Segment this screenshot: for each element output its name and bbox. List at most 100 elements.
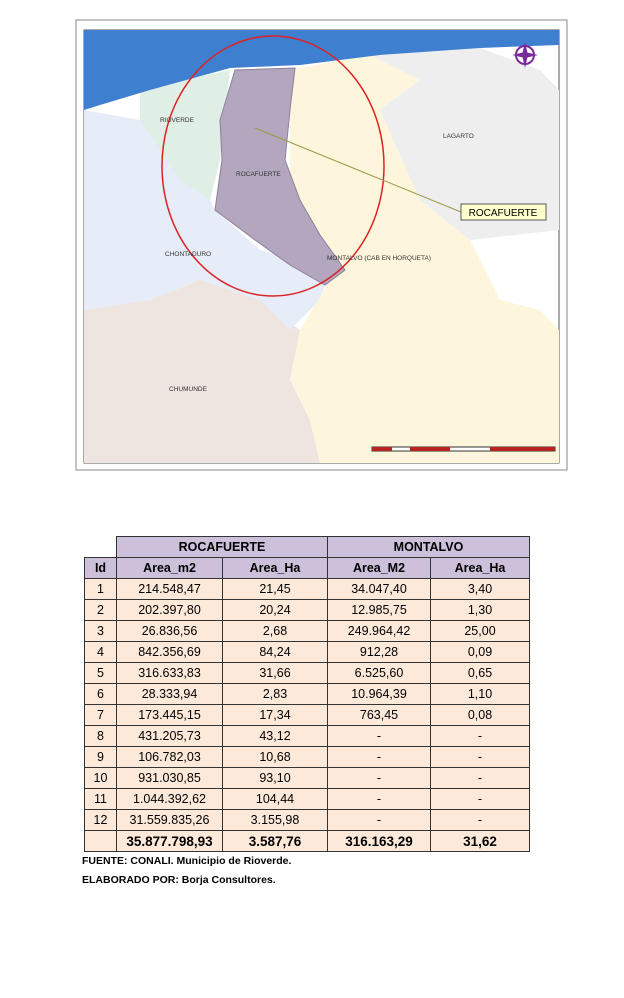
table-cell: 12.985,75 <box>327 599 431 621</box>
table-cell: 3 <box>84 620 117 642</box>
group-header: ROCAFUERTE <box>116 536 328 558</box>
table-row: 9 106.782,03 10,68- - <box>84 746 530 768</box>
sea <box>84 30 559 110</box>
table-cell: 8 <box>84 725 117 747</box>
table-cell: 31,66 <box>222 662 328 684</box>
rioverde-area <box>140 70 230 200</box>
table-cell: 0,08 <box>430 704 530 726</box>
table-cell: 10,68 <box>222 746 328 768</box>
table-cell: 20,24 <box>222 599 328 621</box>
table-cell: 202.397,80 <box>116 599 223 621</box>
column-header: Area_m2 <box>116 557 223 579</box>
table-cell: 912,28 <box>327 641 431 663</box>
table-cell: 763,45 <box>327 704 431 726</box>
table-cell: - <box>327 746 431 768</box>
table-row: 8 431.205,73 43,12- - <box>84 725 530 747</box>
total-cell: 3.587,76 <box>222 830 328 852</box>
map-label: RIOVERDE <box>160 117 195 124</box>
table-cell: - <box>430 725 530 747</box>
total-cell: 316.163,29 <box>327 830 431 852</box>
table-cell: 26.836,56 <box>116 620 223 642</box>
map-label: MONTALVO (CAB EN HORQUETA) <box>327 255 431 262</box>
table-cell: 4 <box>84 641 117 663</box>
callout-line <box>254 127 462 213</box>
table-cell: 12 <box>84 809 117 831</box>
table-cell: 0,65 <box>430 662 530 684</box>
column-header: Area_Ha <box>222 557 328 579</box>
callout-label: ROCAFUERTE <box>469 208 538 219</box>
table-row: 4 842.356,69 84,24 912,28 0,09 <box>84 641 530 663</box>
table-cell: 7 <box>84 704 117 726</box>
empty-cell <box>85 537 117 558</box>
area-table: ROCAFUERTE MONTALVO Id Area_m2 Area_Ha Area_M… <box>84 536 530 852</box>
map: ROCAFUERTE RIOVERDE LAGARTO ROCAFUERTE C… <box>75 19 568 471</box>
table-cell: - <box>327 809 431 831</box>
table-cell: 1.044.392,62 <box>116 788 223 810</box>
table-cell: 931.030,85 <box>116 767 223 789</box>
author-note: ELABORADO POR: Borja Consultores. <box>82 874 276 886</box>
table-cell: 31.559.835,26 <box>116 809 223 831</box>
table-cell: 10 <box>84 767 117 789</box>
map-label: LAGARTO <box>443 133 474 140</box>
table-row: 6 28.333,94 2,83 10.964,39 1,10 <box>84 683 530 705</box>
table-row: 7 173.445,15 17,34 763,45 0,08 <box>84 704 530 726</box>
table-cell: 11 <box>84 788 117 810</box>
total-label <box>84 830 117 852</box>
table-row: 12 31.559.835,26 3.155,98- - <box>84 809 530 831</box>
table-row: 35.877.798,93 3.587,76 316.163,29 31,62 <box>84 830 530 852</box>
table-cell: 1 <box>84 578 117 600</box>
table-cell: 5 <box>84 662 117 684</box>
table-cell: 2 <box>84 599 117 621</box>
table-cell: 0,09 <box>430 641 530 663</box>
total-cell: 35.877.798,93 <box>116 830 223 852</box>
table-cell: 25,00 <box>430 620 530 642</box>
scale-bar <box>371 446 556 452</box>
table-row: 2 202.397,80 20,24 12.985,75 1,30 <box>84 599 530 621</box>
callout-box <box>460 203 547 221</box>
map-label: CHUMUNDE <box>169 386 208 393</box>
column-header: Area_M2 <box>327 557 431 579</box>
rocafuerte-area <box>214 67 346 286</box>
table-cell: - <box>327 767 431 789</box>
table-row: 3 26.836,56 2,68 249.964,42 25,00 <box>84 620 530 642</box>
table-row: 1 214.548,47 21,45 34.047,40 3,40 <box>84 578 530 600</box>
column-header: Id <box>84 557 117 579</box>
table-cell: - <box>430 809 530 831</box>
table-cell: 6 <box>84 683 117 705</box>
table-row: 10 931.030,85 93,10- - <box>84 767 530 789</box>
table-cell: 6.525,60 <box>327 662 431 684</box>
table-cell: 1,30 <box>430 599 530 621</box>
map-label: ROCAFUERTE <box>236 171 281 178</box>
map-label: CHONTADURO <box>165 251 211 258</box>
table-cell: 34.047,40 <box>327 578 431 600</box>
table-cell: - <box>327 788 431 810</box>
table-cell: - <box>430 788 530 810</box>
group-header: MONTALVO <box>327 536 530 558</box>
table-cell: 431.205,73 <box>116 725 223 747</box>
table-cell: 9 <box>84 746 117 768</box>
table-row: Id Area_m2 Area_Ha Area_M2 Area_Ha <box>84 557 530 579</box>
table-cell: 43,12 <box>222 725 328 747</box>
table-row: 5 316.633,83 31,66 6.525,60 0,65 <box>84 662 530 684</box>
table-cell: 106.782,03 <box>116 746 223 768</box>
table-cell: 2,83 <box>222 683 328 705</box>
lagarto-area <box>370 48 559 240</box>
table-cell: 1,10 <box>430 683 530 705</box>
table-cell: - <box>430 746 530 768</box>
montalvo-area <box>290 55 559 463</box>
table-cell: 214.548,47 <box>116 578 223 600</box>
table-cell: 10.964,39 <box>327 683 431 705</box>
table-cell: 316.633,83 <box>116 662 223 684</box>
table-cell: 17,34 <box>222 704 328 726</box>
table-cell: 842.356,69 <box>116 641 223 663</box>
table-cell: 173.445,15 <box>116 704 223 726</box>
table-row: ROCAFUERTE MONTALVO <box>85 536 530 558</box>
table-cell: 104,44 <box>222 788 328 810</box>
table-cell: 28.333,94 <box>116 683 223 705</box>
table-cell: 21,45 <box>222 578 328 600</box>
chumunde-area <box>84 280 320 463</box>
table-cell: 3,40 <box>430 578 530 600</box>
table-cell: - <box>327 725 431 747</box>
table-cell: 3.155,98 <box>222 809 328 831</box>
